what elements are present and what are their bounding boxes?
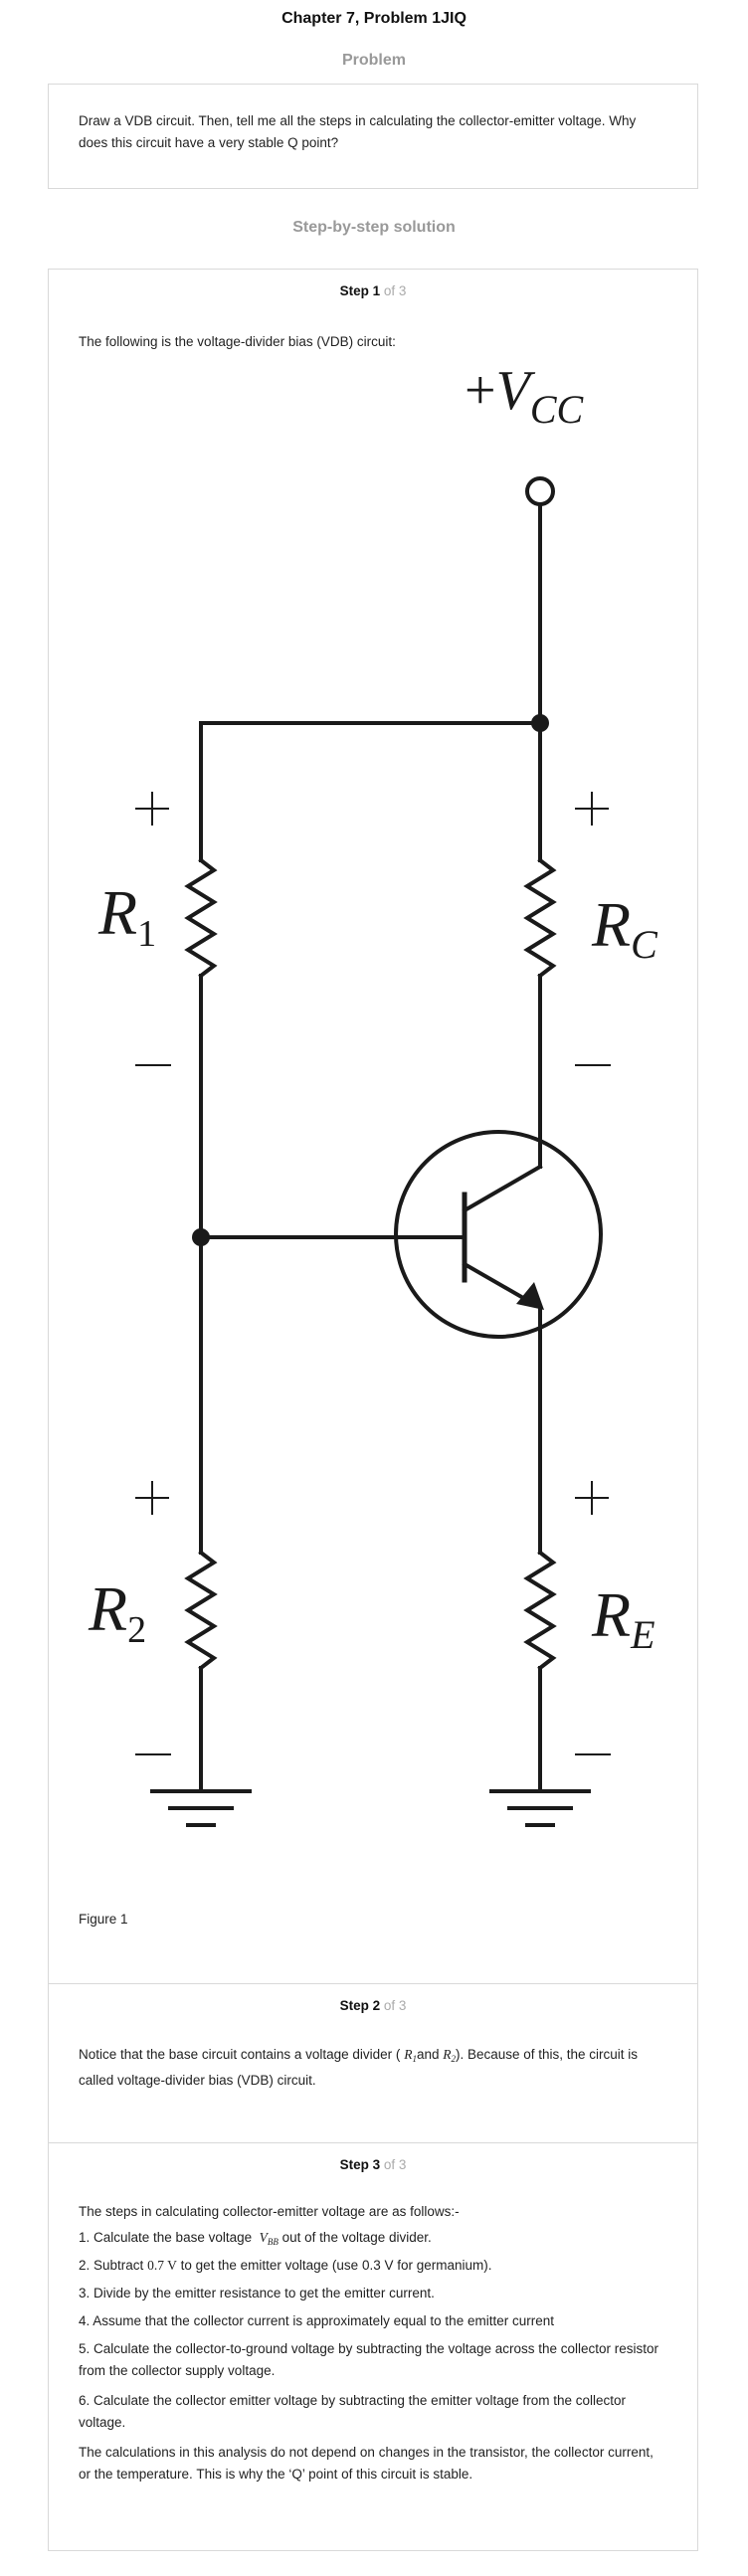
r2-resistor	[184, 1550, 218, 1671]
page-title: Chapter 7, Problem 1JIQ	[281, 10, 467, 27]
vbb-sub: BB	[267, 2237, 279, 2247]
step-3-item-4: 4. Assume that the collector current is …	[79, 2313, 554, 2328]
figure-caption: Figure 1	[79, 1912, 128, 1927]
vcc-plus-sign: +	[465, 360, 496, 422]
r1-letter: R	[97, 877, 137, 948]
step-2-r2: R2	[443, 2047, 456, 2064]
transistor-collector-leg	[462, 1164, 543, 1213]
step-2-text-b: ). Because of this, the circuit is calle…	[79, 2047, 639, 2088]
vcc-label: +VCC	[465, 360, 584, 432]
emitter-arrow	[516, 1282, 544, 1310]
rc-label: RC	[591, 889, 658, 967]
r2-sub: 2	[127, 1609, 146, 1651]
solution-heading: Step-by-step solution	[292, 219, 456, 236]
step-3-header: Step 3 of 3	[49, 2157, 697, 2172]
r1-resistor	[184, 857, 218, 979]
step-2: Step 2 of 3 Notice that the base circuit…	[49, 1984, 697, 2143]
step-3-item-3: 3. Divide by the emitter resistance to g…	[79, 2286, 435, 2300]
step-3-item-2-a: 2. Subtract	[79, 2258, 144, 2273]
step-1-intro: The following is the voltage-divider bia…	[79, 334, 396, 349]
problem-text: Draw a VDB circuit. Then, tell me all th…	[79, 113, 637, 150]
step-2-text: Notice that the base circuit contains a …	[79, 2044, 667, 2092]
re-letter: R	[591, 1579, 631, 1650]
re-resistor	[523, 1550, 557, 1671]
transistor-circle	[394, 1130, 603, 1339]
step-1-label: Step 1	[339, 283, 381, 298]
step-1-header: Step 1 of 3	[49, 283, 697, 298]
vcc-v: V	[496, 360, 536, 422]
step-3-item-2-value: 0.7 V	[147, 2258, 177, 2273]
step-3-item-2-b: to get the emitter voltage (use 0.3 V fo…	[180, 2258, 492, 2273]
step-3-item-1: 1. Calculate the base voltage VBB out of…	[79, 2227, 667, 2253]
re-label: RE	[591, 1579, 655, 1657]
step-3-conclusion: The calculations in this analysis do not…	[79, 2445, 654, 2482]
rc-letter: R	[591, 889, 631, 960]
vcc-terminal	[525, 476, 555, 506]
transistor-emitter-leg	[462, 1261, 533, 1305]
step-2-r1-letter: R	[404, 2047, 413, 2062]
vcc-sub: CC	[530, 387, 585, 432]
step-3-count: of 3	[383, 2157, 407, 2172]
step-2-r1: R1	[404, 2047, 417, 2064]
rc-sub: C	[631, 922, 658, 967]
r1-label: R1	[97, 877, 156, 955]
step-2-and: and	[416, 2047, 440, 2062]
step-2-r1-sub: 1	[412, 2054, 417, 2064]
step-1-count: of 3	[383, 283, 407, 298]
top-junction-dot	[531, 714, 549, 732]
vdb-circuit-diagram: +VCC R1 RC R2 RE	[88, 360, 658, 1827]
step-3-item-2: 2. Subtract 0.7 V to get the emitter vol…	[79, 2255, 667, 2277]
solution-box: Step 1 of 3 The following is the voltage…	[48, 269, 698, 2551]
step-2-text-a: Notice that the base circuit contains a …	[79, 2047, 401, 2062]
base-junction-dot	[192, 1228, 210, 1246]
problem-box: Draw a VDB circuit. Then, tell me all th…	[48, 84, 698, 189]
step-3-item-1-a: 1. Calculate the base voltage	[79, 2230, 253, 2245]
step-2-count: of 3	[383, 1998, 407, 2013]
vbb-letter: V	[259, 2230, 268, 2245]
step-1: Step 1 of 3 The following is the voltage…	[49, 270, 697, 1984]
re-sub: E	[630, 1612, 654, 1657]
step-3-item-6: 6. Calculate the collector emitter volta…	[79, 2393, 627, 2430]
r2-letter: R	[88, 1573, 127, 1644]
step-3-item-1-b: out of the voltage divider.	[281, 2230, 432, 2245]
step-2-r2-letter: R	[443, 2047, 452, 2062]
step-3: Step 3 of 3 The steps in calculating col…	[49, 2143, 697, 2552]
step-2-header: Step 2 of 3	[49, 1998, 697, 2013]
step-2-r2-sub: 2	[451, 2054, 456, 2064]
step-3-intro: The steps in calculating collector-emitt…	[79, 2204, 460, 2219]
r1-sub: 1	[137, 913, 156, 955]
step-3-item-5: 5. Calculate the collector-to-ground vol…	[79, 2341, 659, 2378]
vbb-symbol: VBB	[259, 2230, 279, 2247]
step-2-label: Step 2	[339, 1998, 381, 2013]
problem-heading: Problem	[341, 52, 406, 69]
rc-resistor	[523, 857, 557, 979]
step-3-label: Step 3	[339, 2157, 381, 2172]
r2-label: R2	[88, 1573, 146, 1651]
